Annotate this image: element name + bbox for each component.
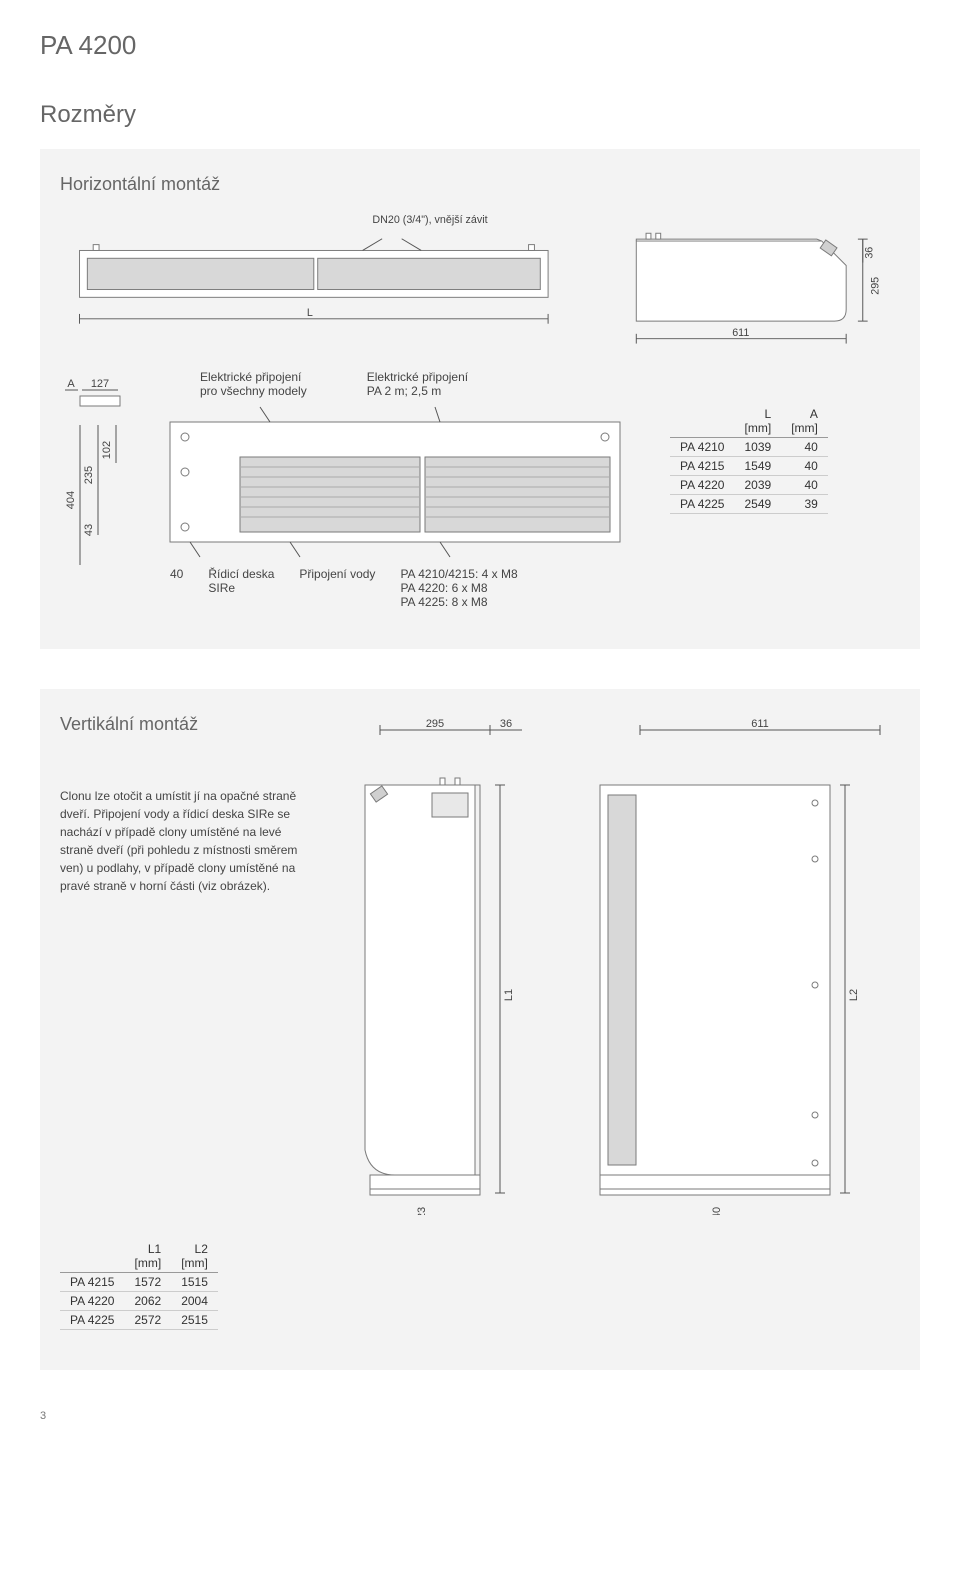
horizontal-bottom-diagram — [160, 402, 630, 562]
dim-40-bottom: 40 — [170, 567, 183, 609]
dim-404: 404 — [65, 491, 77, 509]
table-row: PA 422525722515 — [60, 1311, 218, 1330]
dim-A: A — [67, 378, 75, 390]
vertical-side-diagram: L1 23 — [340, 775, 540, 1215]
dim-v36: 36 — [500, 718, 512, 730]
vertical-note: Clonu lze otočit a umístit jí na opačné … — [60, 787, 300, 895]
dim-v295: 295 — [426, 718, 444, 730]
page-title: PA 4200 — [40, 30, 920, 61]
dim-235: 235 — [83, 466, 95, 484]
dim-127: 127 — [91, 378, 109, 390]
thread-note-line1: DN20 (3/4"), vnější závit — [372, 214, 487, 226]
dim-43: 43 — [83, 524, 95, 536]
h-col-L: L [mm] — [734, 405, 781, 438]
dim-23: 23 — [416, 1207, 428, 1215]
table-row: PA 4225254939 — [670, 495, 828, 514]
vertical-section: Vertikální montáž 295 36 611 Clonu lze o… — [40, 689, 920, 1370]
dim-102: 102 — [101, 441, 113, 459]
label-elec-2: Elektrické připojení PA 2 m; 2,5 m — [367, 370, 468, 398]
footer-page-number: 3 — [40, 1410, 920, 1422]
dim-v40: 40 — [711, 1207, 723, 1215]
horizontal-side-diagram: 36 295 611 — [607, 210, 900, 360]
table-row: PA 421515721515 — [60, 1273, 218, 1292]
horizontal-front-diagram: DN20 (3/4"), vnější závit L — [60, 210, 587, 330]
dim-L2: L2 — [848, 989, 860, 1001]
v-col-L1: L1 [mm] — [124, 1240, 171, 1273]
vertical-table: L1 [mm] L2 [mm] PA 421515721515 PA 42202… — [60, 1240, 218, 1330]
v-col-L2: L2 [mm] — [171, 1240, 218, 1273]
table-row: PA 4215154940 — [670, 457, 828, 476]
section-dimensions-title: Rozměry — [40, 101, 920, 129]
h-col-A: A [mm] — [781, 405, 828, 438]
label-water: Připojení vody — [299, 567, 375, 609]
dim-611: 611 — [732, 327, 749, 339]
table-row: PA 4220203940 — [670, 476, 828, 495]
vertical-front-diagram: L2 40 — [580, 775, 860, 1215]
table-row: PA 422020622004 — [60, 1292, 218, 1311]
dim-v611: 611 — [751, 718, 769, 730]
vertical-title: Vertikální montáž — [60, 714, 320, 735]
label-elec-all: Elektrické připojení pro všechny modely — [200, 370, 307, 398]
horizontal-section: Horizontální montáž DN20 (3/4"), vnější … — [40, 149, 920, 649]
dim-36: 36 — [864, 247, 876, 259]
horizontal-left-dims: 404 235 102 43 — [60, 415, 140, 575]
horizontal-table: L [mm] A [mm] PA 4210103940 PA 421515494… — [670, 405, 828, 514]
horizontal-a127-diagram: A 127 — [60, 370, 140, 410]
horizontal-title: Horizontální montáž — [60, 174, 900, 195]
dim-L: L — [307, 307, 313, 319]
label-m8: PA 4210/4215: 4 x M8 PA 4220: 6 x M8 PA … — [400, 567, 517, 609]
dim-295: 295 — [870, 277, 882, 295]
label-sire: Řídicí deska SIRe — [208, 567, 274, 609]
vertical-top-dims: 295 36 611 — [360, 714, 900, 740]
table-row: PA 4210103940 — [670, 438, 828, 457]
dim-L1: L1 — [503, 989, 515, 1001]
